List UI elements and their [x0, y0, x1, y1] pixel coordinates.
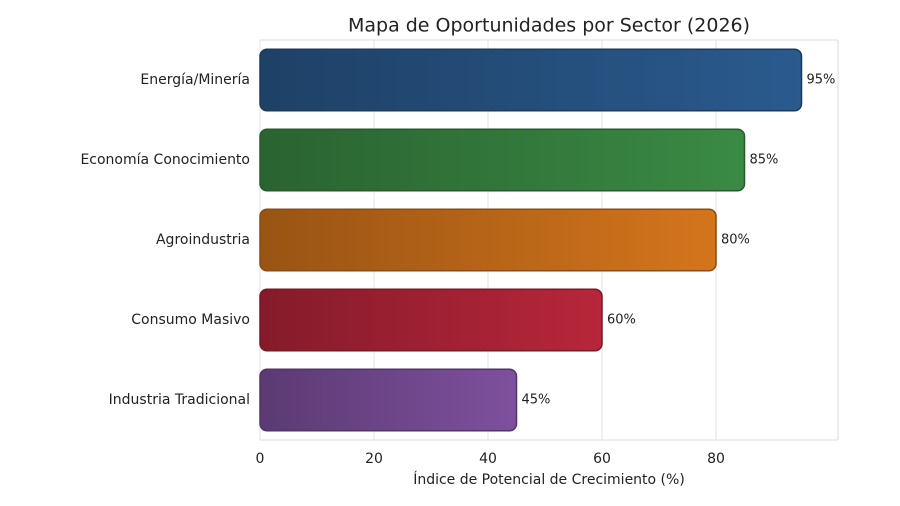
bar	[259, 208, 717, 272]
x-axis-label: Índice de Potencial de Crecimiento (%)	[413, 471, 685, 488]
x-tick-label: 60	[593, 451, 611, 467]
y-tick-label: Consumo Masivo	[131, 312, 250, 328]
bar	[259, 48, 803, 112]
y-tick-label: Economía Conocimiento	[80, 152, 250, 168]
value-label: 60%	[607, 313, 636, 328]
bar	[259, 368, 518, 432]
bar	[259, 128, 746, 192]
chart-title: Mapa de Oportunidades por Sector (2026)	[348, 15, 750, 37]
y-tick-label: Industria Tradicional	[109, 392, 250, 408]
y-tick-label: Agroindustria	[156, 232, 250, 248]
x-tick-label: 20	[365, 451, 383, 467]
value-label: 80%	[721, 233, 750, 248]
bar	[259, 288, 603, 352]
value-label: 85%	[750, 153, 779, 168]
x-tick-label: 0	[256, 451, 265, 467]
x-tick-label: 80	[707, 451, 725, 467]
y-tick-label: Energía/Minería	[140, 72, 250, 88]
x-tick-label: 40	[479, 451, 497, 467]
value-label: 45%	[522, 393, 551, 408]
value-label: 95%	[807, 73, 836, 88]
